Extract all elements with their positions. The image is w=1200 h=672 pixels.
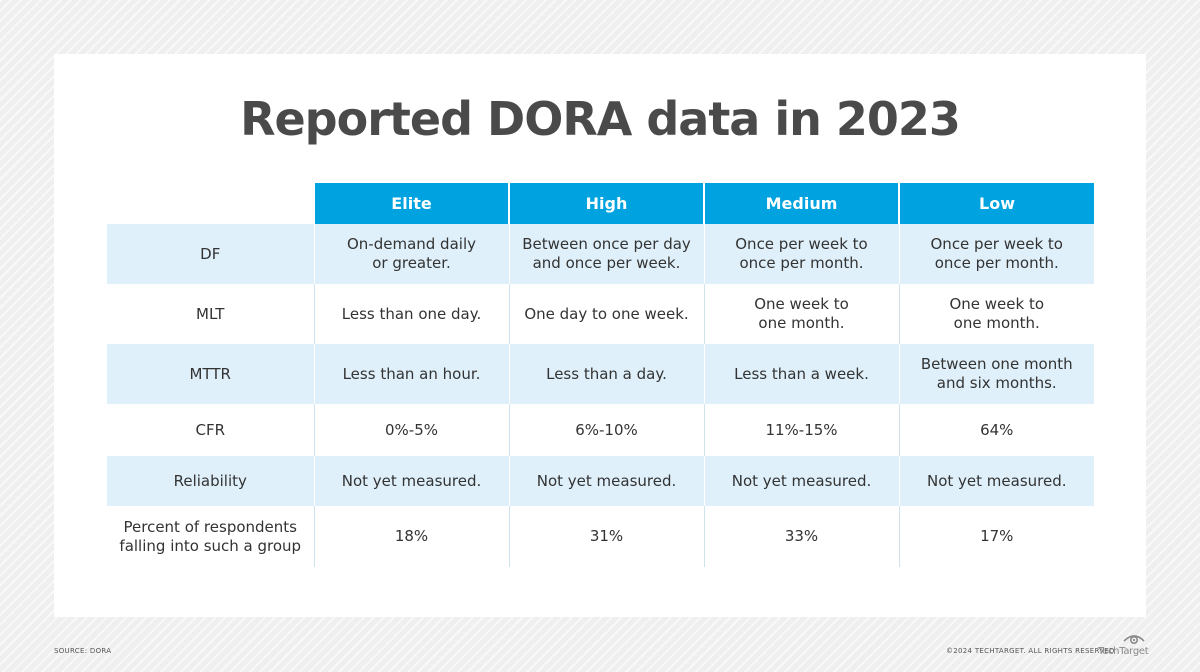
table-cell: Less than a week. — [703, 344, 899, 404]
table-cell: 0%-5% — [313, 404, 509, 456]
table-row: CFR 0%-5% 6%-10% 11%-15% 64% — [107, 404, 1094, 456]
header-corner — [107, 183, 314, 224]
row-label: MLT — [196, 304, 225, 323]
table-cell: 33% — [703, 506, 899, 567]
header-medium: Medium — [703, 183, 899, 224]
table-cell: Not yet measured. — [898, 456, 1094, 506]
header-low: Low — [898, 183, 1094, 224]
copyright-note: ©2024 TECHTARGET. ALL RIGHTS RESERVED — [946, 647, 1115, 655]
techtarget-logo: TechTarget — [1098, 632, 1149, 658]
infographic-card: Reported DORA data in 2023 Elite High Me… — [54, 54, 1146, 617]
table-cell: 31% — [508, 506, 704, 567]
table-cell: One week to one month. — [703, 284, 899, 344]
table-cell: 64% — [898, 404, 1094, 456]
row-label: Reliability — [107, 456, 314, 506]
table-row: Reliability Not yet measured. Not yet me… — [107, 456, 1094, 506]
table-row: DF On-demand daily or greater. Between on… — [107, 224, 1094, 284]
table-cell: On-demand daily or greater. — [313, 224, 509, 284]
row-label: MTTR — [107, 344, 314, 404]
table-cell: Not yet measured. — [703, 456, 899, 506]
row-label: DF — [107, 224, 314, 284]
table-cell: Not yet measured. — [313, 456, 509, 506]
table-cell: 17% — [898, 506, 1094, 567]
table-cell: Less than a day. — [508, 344, 704, 404]
table-row: MTTR Less than an hour. Less than a day.… — [107, 344, 1094, 404]
row-label: CFR — [195, 420, 226, 439]
table-row: Percent of respondents falling into such … — [107, 506, 1094, 567]
eye-icon — [1123, 635, 1145, 645]
source-note: SOURCE: DORA — [54, 647, 112, 655]
header-row: Elite High Medium Low — [107, 183, 1094, 224]
table-cell: Once per week to once per month. — [898, 224, 1094, 284]
table-cell: Not yet measured. — [508, 456, 704, 506]
table-cell: 11%-15% — [703, 404, 899, 456]
table-cell: Less than one day. — [313, 284, 509, 344]
table-cell: One day to one week. — [508, 284, 704, 344]
row-label: Percent of respondents falling into such … — [119, 517, 302, 555]
logo-text: TechTarget — [1098, 646, 1149, 657]
table-cell: 18% — [313, 506, 509, 567]
header-elite: Elite — [313, 183, 509, 224]
table-cell: Once per week to once per month. — [703, 224, 899, 284]
table-cell: 6%-10% — [508, 404, 704, 456]
dora-table: Elite High Medium Low DF On-demand daily… — [107, 183, 1094, 567]
table-cell: One week to one month. — [898, 284, 1094, 344]
table-cell: Between once per day and once per week. — [508, 224, 704, 284]
table-cell: Less than an hour. — [313, 344, 509, 404]
table-row: MLT Less than one day. One day to one we… — [107, 284, 1094, 344]
table-cell: Between one month and six months. — [898, 344, 1094, 404]
header-high: High — [508, 183, 704, 224]
page-title: Reported DORA data in 2023 — [240, 92, 961, 146]
